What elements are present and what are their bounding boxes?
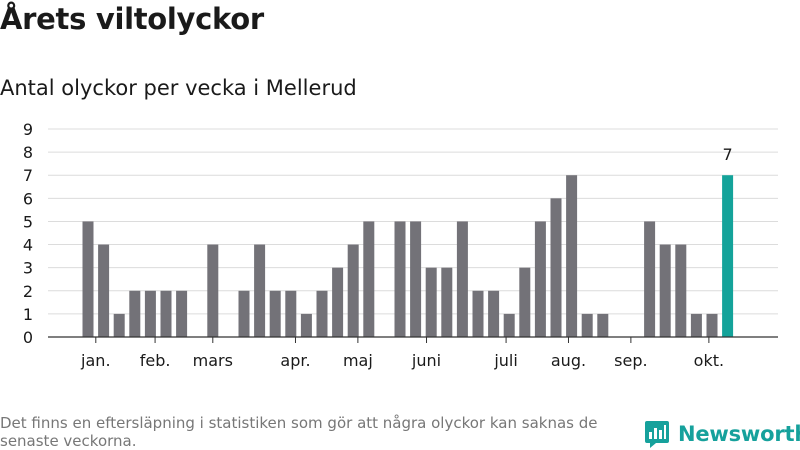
- x-tick-label: feb.: [140, 351, 171, 370]
- x-tick-label: maj: [343, 351, 373, 370]
- bar: [394, 221, 406, 337]
- bar: [706, 313, 718, 337]
- bar: [581, 313, 593, 337]
- y-tick-label: 0: [23, 328, 33, 347]
- y-tick-label: 1: [23, 305, 33, 324]
- bar: [503, 313, 515, 337]
- data-label: 7: [723, 145, 733, 164]
- x-tick-label: mars: [193, 351, 233, 370]
- bar: [269, 290, 281, 337]
- footnote: Det finns en eftersläpning i statistiken…: [0, 414, 598, 450]
- bar: [144, 290, 156, 337]
- bar: [238, 290, 250, 337]
- bar: [113, 313, 125, 337]
- x-tick-label: jan.: [80, 351, 110, 370]
- bar: [690, 313, 702, 337]
- bar: [441, 267, 453, 337]
- bar: [534, 221, 546, 337]
- bar: [410, 221, 422, 337]
- chart-title: Årets viltolyckor: [0, 2, 264, 36]
- x-tick-label: juni: [411, 351, 441, 370]
- bar: [644, 221, 656, 337]
- x-tick-label: okt.: [694, 351, 724, 370]
- bar: [316, 290, 328, 337]
- chart-subtitle: Antal olyckor per vecka i Mellerud: [0, 76, 357, 100]
- newsworthy-logo-icon: [645, 421, 669, 448]
- y-tick-label: 5: [23, 212, 33, 231]
- bar: [300, 313, 312, 337]
- bar: [675, 244, 687, 337]
- y-tick-label: 4: [23, 236, 33, 255]
- y-tick-label: 6: [23, 189, 33, 208]
- bar: [472, 290, 484, 337]
- bar: [285, 290, 297, 337]
- bar: [98, 244, 110, 337]
- bar: [597, 313, 609, 337]
- bar: [659, 244, 671, 337]
- bar: [550, 198, 562, 337]
- x-tick-label: apr.: [280, 351, 310, 370]
- x-tick-label: sep.: [614, 351, 647, 370]
- y-tick-label: 7: [23, 166, 33, 185]
- bar: [425, 267, 437, 337]
- brand-name: Newsworthy: [678, 422, 800, 446]
- bar: [207, 244, 219, 337]
- bar: [456, 221, 468, 337]
- bar: [566, 175, 578, 337]
- bar: [332, 267, 344, 337]
- bar: [82, 221, 94, 337]
- bar: [347, 244, 359, 337]
- y-tick-label: 2: [23, 282, 33, 301]
- y-tick-label: 8: [23, 143, 33, 162]
- bar: [519, 267, 531, 337]
- bar: [488, 290, 500, 337]
- bar: [129, 290, 141, 337]
- newsworthy-brand[interactable]: Newsworthy: [644, 419, 800, 449]
- bar-highlight: [722, 175, 734, 337]
- bar: [254, 244, 266, 337]
- y-tick-label: 9: [23, 120, 33, 139]
- bar: [160, 290, 172, 337]
- x-tick-label: aug.: [551, 351, 586, 370]
- x-tick-label: juli: [493, 351, 517, 370]
- bar-chart: 0 1 2 3 4 5 6 7 8 9 7 jan. feb. mars apr. maj juni juli au…: [23, 120, 778, 370]
- bar: [363, 221, 375, 337]
- y-tick-label: 3: [23, 259, 33, 278]
- bar: [176, 290, 188, 337]
